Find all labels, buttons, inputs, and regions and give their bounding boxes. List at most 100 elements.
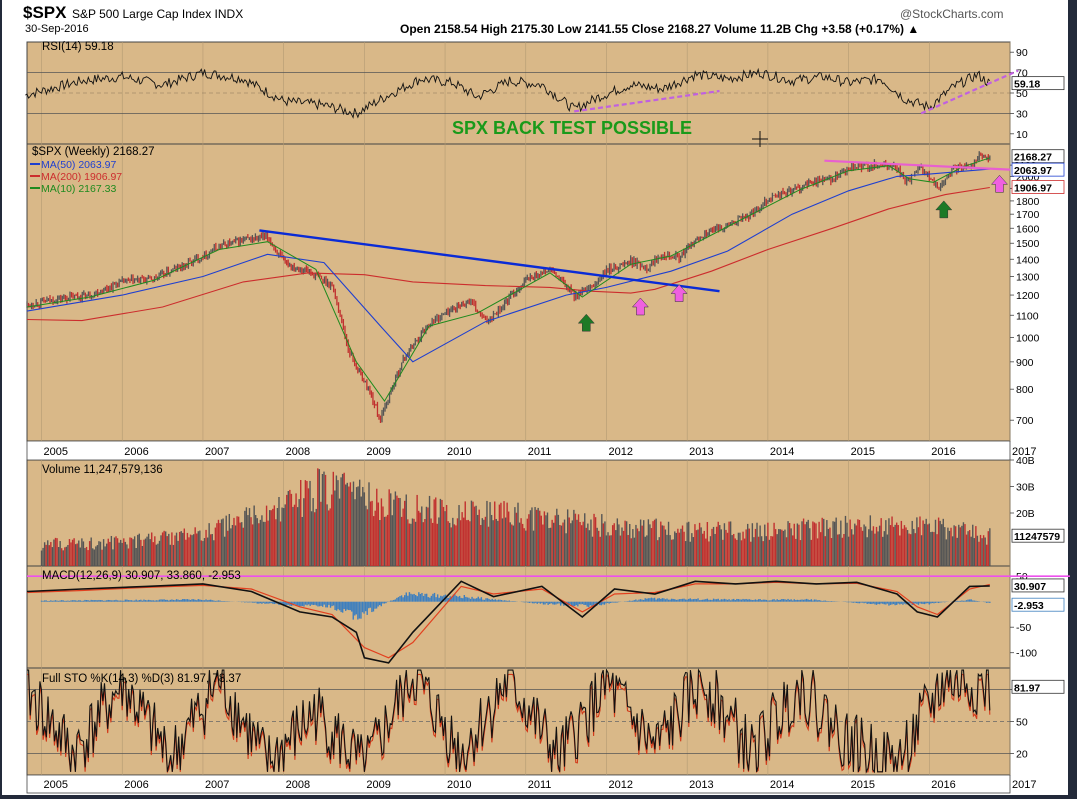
macd-hist-value-badge: -2.953 (1014, 600, 1044, 612)
x-tick-label-top: 2005 (44, 446, 68, 458)
price-tick-label: 1300 (1016, 271, 1040, 283)
ticker-symbol: $SPX (23, 3, 67, 22)
sto-title: Full STO %K(14,3) %D(3) 81.97, 78.37 (42, 673, 241, 685)
x-tick-label-top: 2006 (124, 446, 148, 458)
macd-tick-label: 50 (1016, 571, 1028, 583)
ma200-value-badge-box (1011, 180, 1065, 194)
x-tick-label-bottom: 2016 (931, 779, 955, 791)
rsi-tick-label: 10 (1016, 129, 1028, 141)
x-tick-label-bottom: 2007 (205, 779, 229, 791)
vol-tick-label: 30B (1016, 482, 1035, 494)
macd-signal-line (26, 581, 990, 659)
rsi-tick-label: 30 (1016, 108, 1028, 120)
ma200-value-badge: 1906.97 (1014, 183, 1052, 195)
x-tick-label-bottom: 2013 (689, 779, 713, 791)
x-tick-label-bottom: 2014 (770, 779, 794, 791)
price-trendline-blue (259, 229, 720, 293)
x-tick-label-top: 2017 (1012, 446, 1036, 458)
arrow-up-icon-3 (935, 200, 953, 219)
arrow-up-icon-0 (577, 313, 595, 332)
rsi-line (25, 67, 991, 119)
x-tick-label-bottom: 2010 (447, 779, 471, 791)
price-tick-label: 1500 (1016, 238, 1040, 250)
quote-line: Open 2158.54 High 2175.30 Low 2141.55 Cl… (400, 22, 920, 36)
price-tick-label: 1000 (1016, 332, 1040, 344)
macd-title: MACD(12,26,9) 30.907, 33.860, -2.953 (42, 570, 241, 582)
x-tick-label-top: 2016 (931, 446, 955, 458)
legend-label: MA(10) 2167.33 (41, 183, 116, 195)
watermark: @StockCharts.com (900, 7, 1004, 21)
price-tick-label: 900 (1016, 357, 1034, 369)
sto-tick-label: 20 (1016, 749, 1028, 761)
x-tick-label-top: 2011 (528, 446, 552, 458)
vol-tick-label: 20B (1016, 508, 1035, 520)
macd-value-badge-box (1011, 578, 1065, 593)
chart-date: 30-Sep-2016 (25, 23, 89, 35)
macd-hist-value-badge-box (1011, 597, 1065, 612)
sto-value-badge-box (1011, 679, 1065, 694)
x-tick-label-bottom: 2015 (851, 779, 875, 791)
price-title: $SPX (Weekly) 2168.27 (32, 146, 155, 158)
rsi-tick-label: 90 (1016, 47, 1028, 59)
x-tick-label-top: 2014 (770, 446, 794, 458)
arrow-up-icon-4 (990, 174, 1009, 193)
x-tick-label-bottom: 2012 (608, 779, 632, 791)
ma10-line (26, 157, 990, 403)
price-tick-label: 1800 (1016, 196, 1040, 208)
ma50-line (26, 168, 990, 363)
price-tick-label: 1600 (1016, 223, 1040, 235)
ma50-value-badge-box (1011, 162, 1065, 177)
ma50-value-badge: 2063.97 (1014, 165, 1052, 177)
volume-value-badge: 11247579 (1014, 531, 1060, 543)
x-tick-label-top: 2010 (447, 446, 471, 458)
x-tick-label-top: 2012 (608, 446, 632, 458)
panel-price (26, 143, 1011, 442)
macd-tick-label: -50 (1016, 622, 1031, 634)
volume-title: Volume 11,247,579,136 (42, 464, 163, 476)
price-tick-label: 1400 (1016, 254, 1040, 266)
x-tick-label-top: 2013 (689, 446, 713, 458)
rsi-trendline-1 (920, 69, 1019, 115)
price-value-badge: 2168.27 (1014, 152, 1052, 164)
price-tick-label: 1700 (1016, 209, 1040, 221)
x-tick-label-top: 2009 (366, 446, 390, 458)
x-tick-label-top: 2007 (205, 446, 229, 458)
legend-label: MA(200) 1906.97 (41, 171, 122, 183)
price-tick-label: 700 (1016, 415, 1034, 427)
rsi-title: RSI(14) 59.18 (42, 41, 114, 53)
price-tick-label: 1200 (1016, 290, 1040, 302)
price-tick-label: 800 (1016, 384, 1034, 396)
x-tick-label-top: 2015 (851, 446, 875, 458)
rsi-value-badge: 59.18 (1014, 79, 1040, 91)
rsi-tick-label: 70 (1016, 68, 1028, 80)
x-tick-label-bottom: 2009 (366, 779, 390, 791)
volume-value-badge-box (1011, 528, 1065, 543)
sto-value-badge: 81.97 (1014, 682, 1040, 694)
x-tick-label-bottom: 2008 (286, 779, 310, 791)
annotation-text: SPX BACK TEST POSSIBLE (452, 118, 692, 138)
ticker-name: S&P 500 Large Cap Index INDX (72, 7, 244, 21)
x-tick-label-bottom: 2011 (528, 779, 552, 791)
price-value-badge-box (1011, 149, 1065, 164)
x-tick-label-bottom: 2017 (1012, 779, 1036, 791)
x-tick-label-top: 2008 (286, 446, 310, 458)
x-tick-label-bottom: 2006 (124, 779, 148, 791)
macd-value-badge: 30.907 (1014, 581, 1046, 593)
vol-tick-label: 40B (1016, 455, 1035, 467)
price-trendline-pink (824, 159, 1011, 171)
legend-label: MA(50) 2063.97 (41, 159, 116, 171)
rsi-tick-label: 50 (1016, 88, 1028, 100)
x-axis-band-top (26, 440, 1011, 461)
x-tick-label-bottom: 2005 (44, 779, 68, 791)
macd-tick-label: -100 (1016, 648, 1037, 660)
sto-tick-label: 50 (1016, 717, 1028, 729)
price-tick-label: 1100 (1016, 310, 1039, 322)
arrow-up-icon-1 (631, 297, 649, 316)
x-axis-band-bottom (26, 774, 1011, 794)
rsi-trendline-0 (574, 89, 720, 113)
sto-k-line (27, 668, 991, 774)
arrow-up-icon-2 (670, 284, 688, 302)
rsi-value-badge-box (1011, 76, 1065, 91)
ma200-line (26, 186, 990, 322)
